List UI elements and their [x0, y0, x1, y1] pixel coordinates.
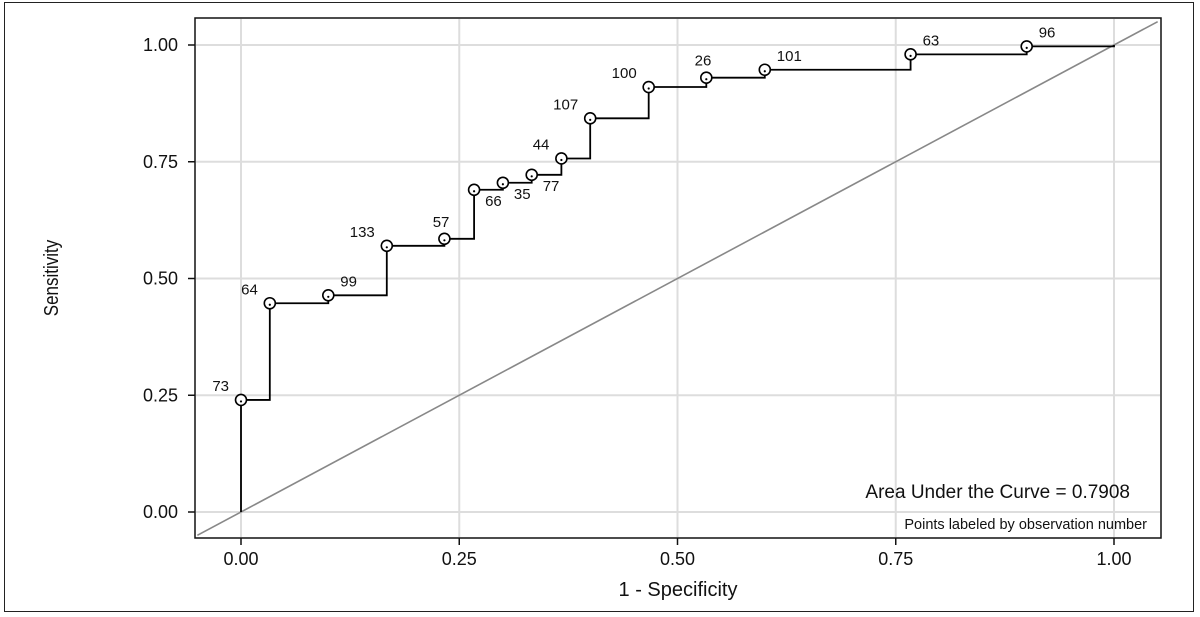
y-axis-title: Sensitivity	[40, 239, 63, 316]
data-point-center	[239, 400, 243, 403]
point-label: 101	[777, 48, 802, 65]
point-label: 100	[612, 65, 637, 82]
point-label: 44	[533, 136, 550, 153]
reference-line-group	[196, 20, 1159, 537]
data-point-center	[560, 158, 563, 162]
point-label: 35	[514, 186, 531, 203]
point-label: 64	[241, 281, 258, 298]
data-point-marker	[321, 289, 335, 302]
y-tick-label: 0.75	[143, 152, 178, 172]
data-point-marker	[467, 183, 481, 197]
data-point-marker	[496, 176, 510, 190]
point-label: 107	[553, 96, 578, 113]
roc-curve-group	[240, 45, 1115, 512]
point-label: 133	[350, 224, 375, 241]
data-point-center	[472, 190, 476, 193]
x-tick-label: 0.75	[878, 549, 913, 569]
data-point-center	[763, 70, 766, 73]
x-axis-title: 1 - Specificity	[619, 579, 738, 601]
x-tick-label: 0.00	[223, 549, 258, 569]
data-point-center	[647, 87, 650, 90]
point-label: 26	[695, 53, 712, 70]
data-point-center	[705, 78, 708, 81]
data-point-marker	[758, 63, 772, 77]
x-tick-label: 0.50	[660, 549, 695, 569]
point-label: 99	[340, 273, 357, 290]
point-label: 57	[433, 214, 450, 231]
y-tick-label: 1.00	[143, 35, 178, 55]
point-label: 96	[1039, 24, 1056, 41]
x-axis-ticks: 0.00 0.25 0.50 0.75 1.00	[223, 538, 1132, 569]
points-note: Points labeled by observation number	[904, 517, 1147, 533]
data-point-marker	[380, 239, 394, 253]
data-point-center	[530, 175, 533, 178]
point-label: 63	[923, 32, 940, 49]
data-point-center	[589, 118, 592, 121]
data-point-marker	[700, 71, 713, 84]
data-point-center	[909, 54, 912, 57]
data-point-marker	[263, 296, 277, 310]
data-point-marker	[234, 393, 248, 407]
x-tick-label: 1.00	[1096, 549, 1131, 569]
point-label: 73	[212, 378, 229, 395]
data-point-marker	[642, 80, 655, 94]
y-axis-ticks: 0.00 0.25 0.50 0.75 1.00	[143, 35, 195, 522]
data-point-marker	[583, 112, 597, 125]
point-label: 77	[543, 178, 560, 195]
reference-line	[196, 20, 1159, 537]
data-point-center	[1025, 46, 1028, 50]
y-tick-label: 0.50	[143, 269, 178, 289]
points-group: 73 64 99 133 57 66 35 77 44 107 100 26 101 63 96	[212, 24, 1056, 407]
data-point-center	[501, 183, 504, 186]
y-tick-label: 0.25	[143, 385, 178, 405]
data-point-marker	[438, 232, 451, 246]
data-point-center	[443, 239, 446, 242]
data-point-marker	[904, 48, 917, 61]
chart-frame	[4, 2, 1194, 612]
data-point-center	[385, 246, 388, 249]
data-point-marker	[1020, 40, 1033, 53]
data-point-center	[268, 303, 271, 306]
x-tick-label: 0.25	[442, 549, 477, 569]
data-point-marker	[555, 152, 568, 165]
data-point-marker	[525, 168, 539, 182]
auc-annotation: Area Under the Curve = 0.7908	[865, 482, 1130, 503]
y-tick-label: 0.00	[143, 502, 178, 522]
roc-curve	[240, 45, 1115, 512]
data-point-center	[327, 295, 330, 298]
point-label: 66	[485, 193, 502, 210]
